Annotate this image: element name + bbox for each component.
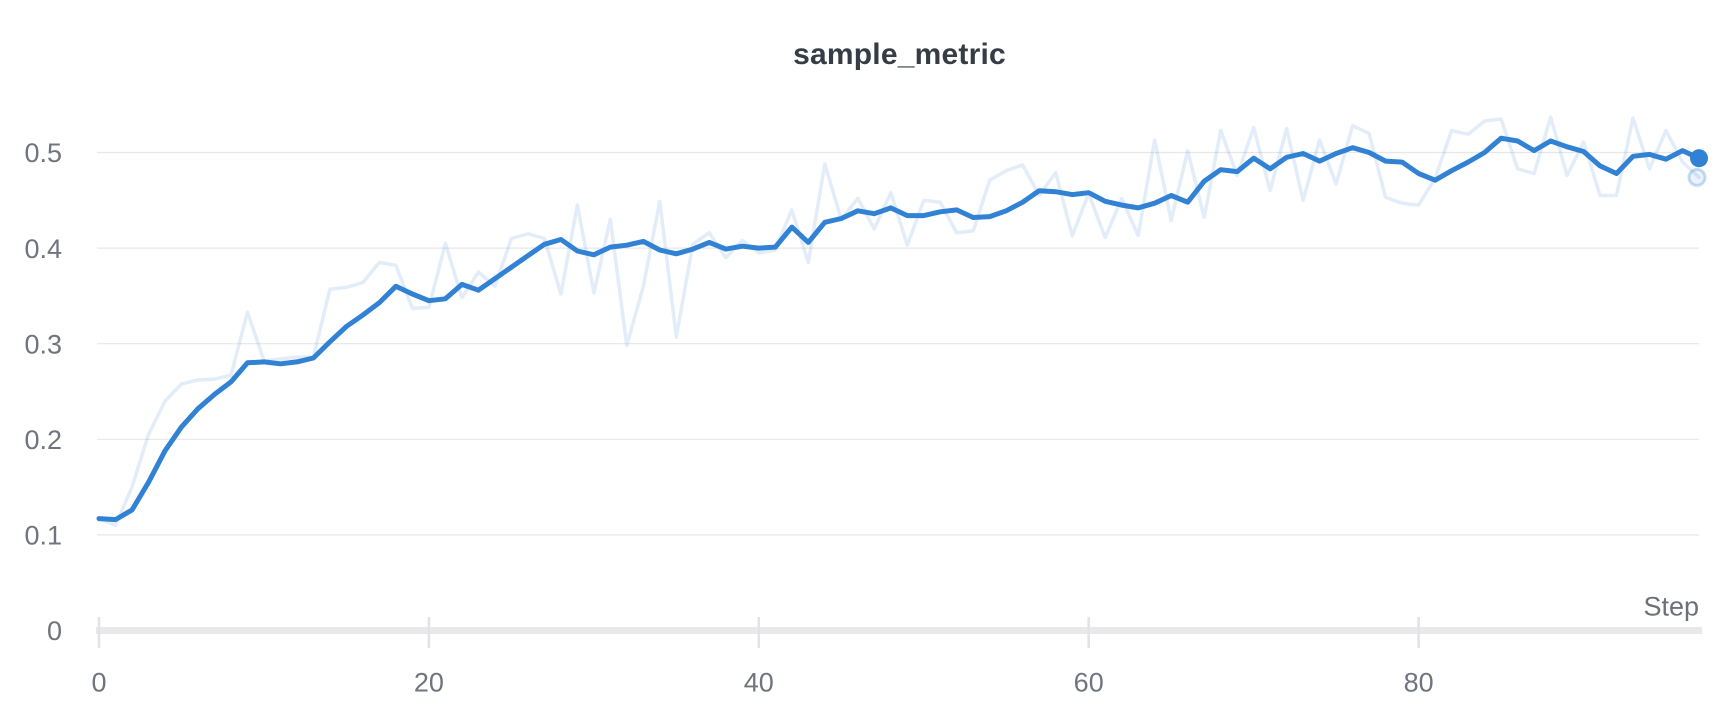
chart-title: sample_metric [793, 38, 1006, 71]
axis-tick-labels: 0 0.1 0.2 0.3 0.4 0.5 0 20 40 60 80 Step [24, 138, 1699, 698]
smoothed-polyline [96, 135, 1702, 523]
raw-endpoint-marker [1687, 167, 1707, 187]
y-tick-label: 0.2 [24, 425, 62, 455]
x-tick-mark [97, 617, 101, 648]
y-tick-label: 0.3 [24, 329, 62, 359]
x-tick-label: 60 [1074, 668, 1104, 698]
y-tick-label: 0.4 [24, 234, 62, 264]
raw-polyline [97, 115, 1701, 528]
x-tick-mark [1087, 617, 1090, 648]
x-tick-mark [427, 617, 431, 648]
x-tick-mark [1417, 617, 1420, 648]
x-tick-label: 0 [91, 668, 106, 698]
y-tick-label: 0.1 [24, 521, 62, 551]
series-lines [96, 115, 1709, 528]
x-tick-label: 80 [1404, 668, 1434, 698]
y-tick-label: 0 [47, 616, 62, 646]
gridlines [97, 151, 1699, 536]
x-tick-label: 20 [414, 668, 444, 698]
x-tick-mark [757, 617, 761, 648]
x-axis-line [96, 627, 1702, 634]
smoothed-series-line [96, 135, 1702, 523]
y-tick-label: 0.5 [24, 138, 62, 168]
raw-series-line [97, 115, 1701, 528]
x-axis [96, 617, 1702, 648]
x-axis-title: Step [1643, 592, 1699, 622]
smoothed-endpoint-marker [1690, 149, 1709, 168]
x-tick-label: 40 [744, 668, 774, 698]
